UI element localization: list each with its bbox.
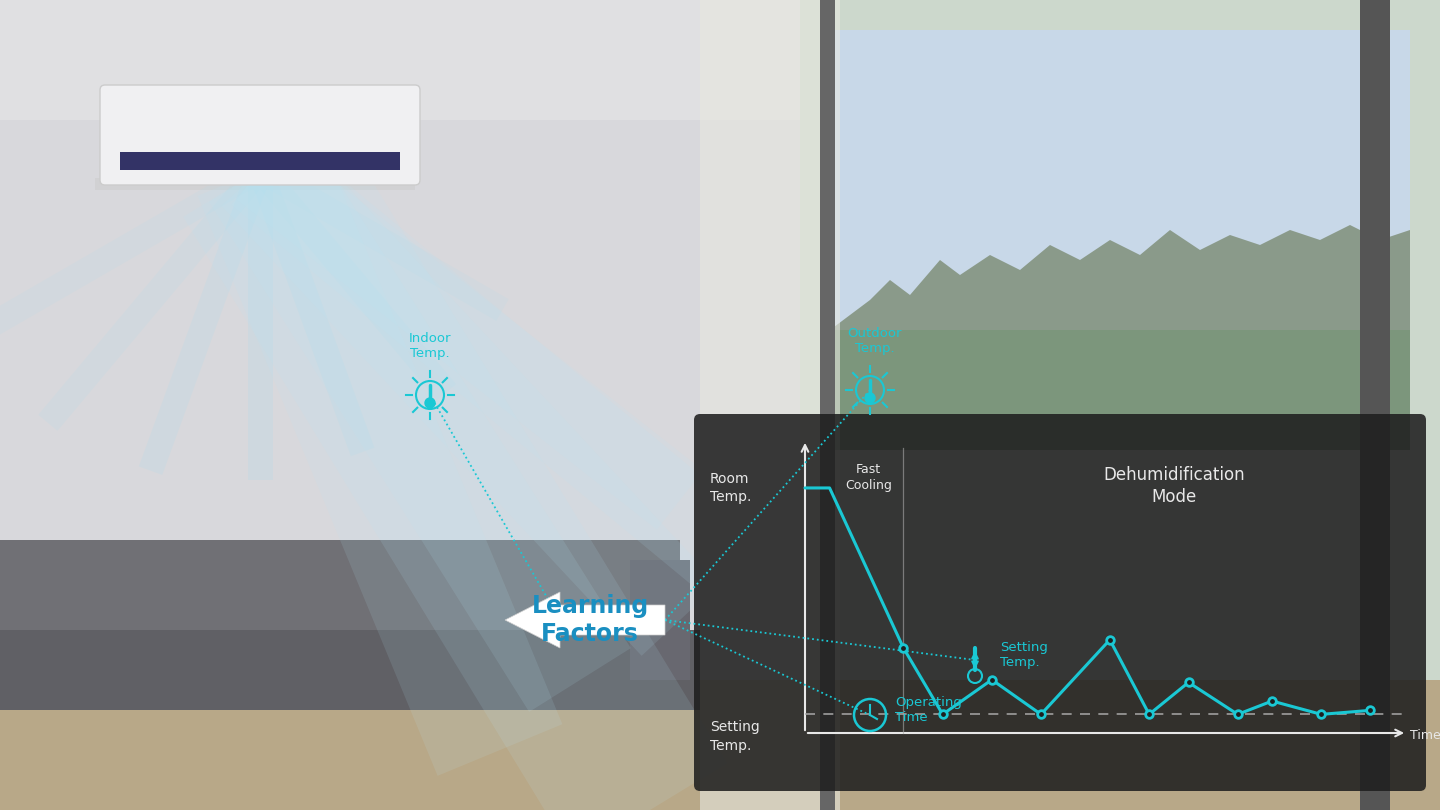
Bar: [0, 540, 680, 700]
Bar: [0, 0, 1440, 120]
Text: Indoor
Temp.: Indoor Temp.: [409, 332, 451, 360]
Bar: [0, 680, 1440, 810]
FancyArrow shape: [253, 160, 508, 321]
Text: Outdoor
Temp.: Outdoor Temp.: [848, 327, 903, 355]
Circle shape: [425, 398, 435, 408]
FancyBboxPatch shape: [694, 414, 1426, 791]
FancyArrow shape: [138, 166, 272, 475]
FancyBboxPatch shape: [99, 85, 420, 185]
Polygon shape: [505, 592, 665, 648]
Polygon shape: [829, 225, 1410, 330]
Bar: [829, 330, 1410, 450]
FancyArrow shape: [183, 123, 727, 810]
FancyArrow shape: [248, 166, 374, 456]
Bar: [1359, 0, 1390, 810]
FancyArrow shape: [0, 160, 266, 351]
FancyArrow shape: [39, 162, 269, 431]
FancyArrow shape: [222, 134, 719, 656]
Text: Learning
Factors: Learning Factors: [531, 594, 648, 646]
FancyArrow shape: [232, 135, 749, 585]
FancyArrow shape: [197, 144, 563, 776]
Text: Setting
Temp.: Setting Temp.: [999, 641, 1048, 669]
FancyArrow shape: [236, 140, 703, 530]
Bar: [700, 0, 840, 810]
Bar: [801, 0, 1440, 810]
Text: Time (Min.): Time (Min.): [1410, 728, 1440, 741]
FancyArrow shape: [248, 170, 272, 480]
Bar: [120, 152, 400, 170]
FancyArrow shape: [251, 162, 456, 400]
Text: Operating
Time: Operating Time: [896, 696, 962, 724]
Text: Dehumidification
Mode: Dehumidification Mode: [1103, 466, 1244, 506]
FancyArrow shape: [209, 139, 631, 712]
Text: Fast
Cooling: Fast Cooling: [845, 463, 891, 492]
Bar: [95, 178, 415, 190]
Bar: [631, 560, 690, 680]
Bar: [829, 30, 1410, 330]
Circle shape: [865, 393, 876, 403]
Bar: [0, 630, 700, 710]
Text: Room
Temp.: Room Temp.: [710, 471, 752, 504]
Text: Setting
Temp.: Setting Temp.: [710, 720, 760, 752]
Bar: [819, 0, 835, 810]
